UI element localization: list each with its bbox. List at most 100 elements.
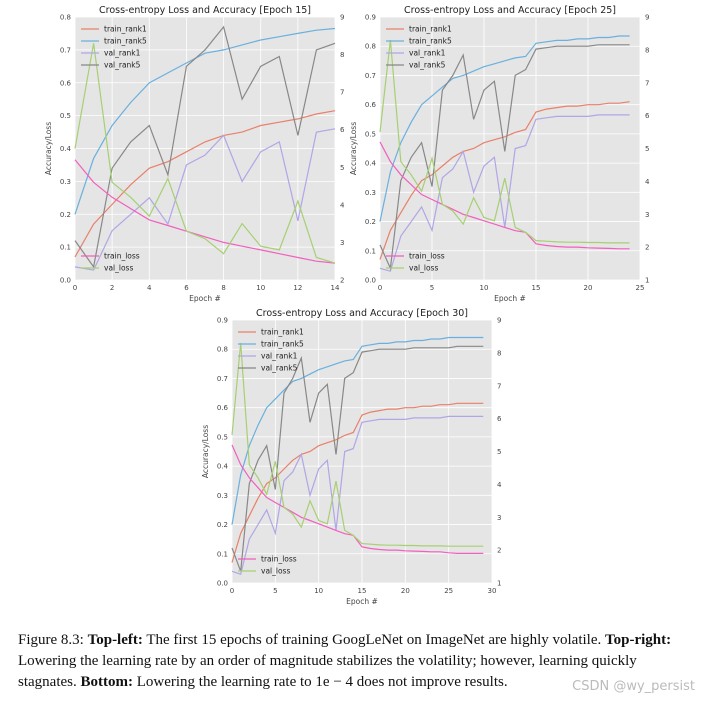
y2-tick-label: 7 — [645, 79, 649, 87]
y-tick-label: 0.5 — [365, 130, 376, 138]
y2-tick-label: 4 — [340, 201, 345, 209]
x-tick-label: 2 — [110, 284, 114, 292]
y-axis-label: Accuracy/Loss — [201, 425, 210, 478]
y-axis-label: Accuracy/Loss — [44, 122, 53, 175]
legend-label-train-rank5: train_rank5 — [409, 37, 452, 46]
y2-tick-label: 2 — [497, 547, 501, 555]
legend-label-train-rank5: train_rank5 — [261, 340, 304, 349]
x-tick-label: 15 — [358, 587, 367, 595]
legend-label-val-rank5: val_rank5 — [104, 61, 141, 70]
x-tick-label: 15 — [532, 284, 541, 292]
caption-bottom-label: Bottom: — [80, 674, 133, 690]
y-tick-label: 0.3 — [217, 492, 228, 500]
series-line-val-rank5 — [231, 345, 484, 572]
legend-label-train-rank5: train_rank5 — [104, 37, 147, 46]
x-tick-label: 10 — [480, 284, 489, 292]
caption-top-left-text: The first 15 epochs of training GoogLeNe… — [146, 632, 602, 648]
y2-tick-label: 3 — [645, 211, 649, 219]
y-tick-label: 0.5 — [217, 433, 228, 441]
chart-epoch-30: Cross-entropy Loss and Accuracy [Epoch 3… — [201, 308, 502, 606]
y2-tick-label: 9 — [340, 14, 344, 22]
series-line-val-rank1 — [231, 415, 484, 575]
y2-tick-label: 8 — [497, 349, 501, 357]
y-tick-label: 0.1 — [365, 247, 376, 255]
y2-tick-label: 1 — [497, 580, 501, 588]
y-tick-label: 0.3 — [365, 189, 376, 197]
series-line-train-rank1 — [74, 110, 336, 258]
y2-tick-label: 8 — [645, 46, 649, 54]
y-tick-label: 0.4 — [217, 463, 229, 471]
y2-tick-label: 8 — [340, 51, 344, 59]
y-tick-label: 0.3 — [60, 178, 71, 186]
x-tick-label: 14 — [331, 284, 340, 292]
chart-title: Cross-entropy Loss and Accuracy [Epoch 3… — [256, 308, 468, 319]
legend-label-train-loss: train_loss — [104, 252, 140, 261]
x-tick-label: 5 — [430, 284, 434, 292]
series-line-train-loss — [231, 444, 484, 554]
series-line-train-rank1 — [231, 402, 484, 563]
legend-label-train-rank1: train_rank1 — [104, 25, 147, 34]
chart-epoch-15: Cross-entropy Loss and Accuracy [Epoch 1… — [44, 5, 345, 303]
y-tick-label: 0.1 — [60, 244, 71, 252]
caption-bottom-text: Lowering the learning rate to 1e − 4 doe… — [136, 674, 508, 690]
y-tick-label: 0.4 — [60, 145, 72, 153]
series-line-val-rank1 — [74, 128, 336, 271]
y-tick-label: 0.6 — [365, 101, 377, 109]
chart-epoch-25: Cross-entropy Loss and Accuracy [Epoch 2… — [349, 5, 650, 303]
series-line-val-loss — [379, 39, 630, 244]
legend-label-val-loss: val_loss — [104, 264, 133, 273]
y-tick-label: 0.0 — [365, 277, 376, 285]
x-tick-label: 25 — [636, 284, 645, 292]
legend-label-val-rank1: val_rank1 — [261, 352, 298, 361]
series-line-train-rank5 — [231, 336, 484, 525]
y-tick-label: 0.7 — [217, 375, 228, 383]
x-tick-label: 4 — [147, 284, 152, 292]
x-tick-label: 20 — [401, 587, 410, 595]
series-line-val-rank5 — [74, 25, 336, 269]
y2-tick-label: 3 — [497, 514, 501, 522]
y2-tick-label: 9 — [497, 317, 501, 325]
legend-label-train-rank1: train_rank1 — [409, 25, 452, 34]
x-tick-label: 30 — [488, 587, 497, 595]
x-tick-label: 20 — [584, 284, 593, 292]
chart-title: Cross-entropy Loss and Accuracy [Epoch 2… — [404, 5, 616, 16]
series-line-val-rank5 — [379, 44, 630, 271]
figure-caption: Figure 8.3: Top-left: The first 15 epoch… — [18, 630, 690, 693]
y-tick-label: 0.7 — [365, 72, 376, 80]
legend-label-train-rank1: train_rank1 — [261, 328, 304, 337]
caption-top-left-label: Top-left: — [87, 632, 143, 648]
y-tick-label: 0.8 — [217, 346, 228, 354]
y-tick-label: 0.4 — [365, 160, 377, 168]
y-tick-label: 0.0 — [60, 277, 71, 285]
y2-tick-label: 5 — [497, 448, 501, 456]
chart-panel-epoch-15: Cross-entropy Loss and Accuracy [Epoch 1… — [30, 2, 370, 307]
y2-tick-label: 7 — [340, 89, 344, 97]
caption-top-right-label: Top-right: — [604, 632, 672, 648]
x-tick-label: 0 — [73, 284, 77, 292]
x-tick-label: 6 — [184, 284, 189, 292]
y2-tick-label: 6 — [645, 112, 650, 120]
x-axis-label: Epoch # — [494, 294, 526, 303]
y-tick-label: 0.2 — [365, 218, 376, 226]
y-tick-label: 0.9 — [217, 317, 228, 325]
y2-tick-label: 5 — [340, 164, 344, 172]
chart-title: Cross-entropy Loss and Accuracy [Epoch 1… — [99, 5, 311, 16]
y-tick-label: 0.0 — [217, 580, 228, 588]
x-tick-label: 25 — [444, 587, 453, 595]
legend-label-val-loss: val_loss — [409, 264, 438, 273]
y-tick-label: 0.1 — [217, 550, 228, 558]
x-axis-label: Epoch # — [189, 294, 221, 303]
series-line-train-rank1 — [379, 101, 630, 260]
y2-tick-label: 3 — [340, 239, 344, 247]
x-tick-label: 0 — [378, 284, 382, 292]
series-line-val-loss — [74, 43, 336, 264]
x-tick-label: 0 — [230, 587, 234, 595]
chart-panel-epoch-25: Cross-entropy Loss and Accuracy [Epoch 2… — [335, 2, 675, 307]
y2-tick-label: 5 — [645, 145, 649, 153]
y2-tick-label: 2 — [340, 277, 344, 285]
y-tick-label: 0.7 — [60, 46, 71, 54]
legend-label-val-rank1: val_rank1 — [409, 49, 446, 58]
y2-tick-label: 6 — [497, 415, 502, 423]
y2-tick-label: 4 — [497, 481, 502, 489]
y2-tick-label: 6 — [340, 126, 345, 134]
